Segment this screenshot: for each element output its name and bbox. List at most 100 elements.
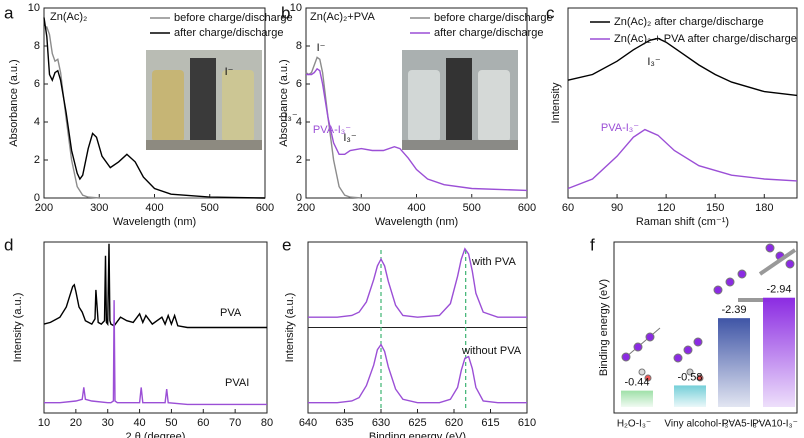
x-tick-label: 625 xyxy=(408,417,426,429)
x-tick-label: 120 xyxy=(657,202,675,214)
series-line xyxy=(44,300,267,406)
x-tick-label: 150 xyxy=(706,202,724,214)
x-tick-label: 610 xyxy=(518,417,536,429)
x-axis-label: Raman shift (cm⁻¹) xyxy=(636,216,729,228)
legend-label: before charge/discharge xyxy=(174,12,293,24)
x-tick-label: 60 xyxy=(197,417,209,429)
x-tick-label: 40 xyxy=(133,417,145,429)
x-tick-label: 620 xyxy=(445,417,463,429)
x-axis-label: Wavelength (nm) xyxy=(375,216,458,228)
series-label: without PVA xyxy=(461,345,522,357)
y-tick-label: 0 xyxy=(296,192,302,204)
x-tick-label: 10 xyxy=(38,417,50,429)
series-line xyxy=(567,37,798,97)
x-tick-label: 30 xyxy=(102,417,114,429)
panel-letter: f xyxy=(590,235,595,254)
series-line xyxy=(306,67,528,192)
x-tick-label: 50 xyxy=(165,417,177,429)
x-tick-label: 615 xyxy=(481,417,499,429)
series-line xyxy=(44,26,265,199)
y-tick-label: 10 xyxy=(28,2,40,14)
x-axis-label: Binding energy (eV) xyxy=(369,431,466,438)
panel-letter: b xyxy=(281,3,290,22)
molecule-sketch xyxy=(621,243,797,382)
series-line xyxy=(308,247,527,318)
series-label: PVAI xyxy=(225,377,249,389)
annotation: PVA-I₃⁻ xyxy=(313,124,351,136)
series-line xyxy=(305,56,527,199)
x-tick-label: H₂O-I₃⁻ xyxy=(617,419,651,430)
panel-title: Zn(Ac)₂+PVA xyxy=(310,11,376,23)
annotation: I₃⁻ xyxy=(343,132,357,144)
photo-inset xyxy=(146,50,262,150)
legend-label: after charge/discharge xyxy=(434,27,543,39)
x-tick-label: PVA10-I₃⁻ xyxy=(752,419,798,430)
x-tick-label: 400 xyxy=(407,202,425,214)
y-tick-label: 8 xyxy=(34,40,40,52)
y-tick-label: 0 xyxy=(34,192,40,204)
series-line xyxy=(43,17,266,199)
series-line xyxy=(308,343,527,404)
y-axis-label: Intensity (a.u.) xyxy=(12,293,24,363)
y-tick-label: 4 xyxy=(296,116,302,128)
bar xyxy=(718,318,750,407)
y-axis-label: Intensity (a.u.) xyxy=(284,293,296,363)
x-tick-label: 635 xyxy=(335,417,353,429)
x-tick-label: 300 xyxy=(90,202,108,214)
value-label: -2.39 xyxy=(721,304,746,316)
x-tick-label: 180 xyxy=(755,202,773,214)
x-tick-label: 60 xyxy=(562,202,574,214)
plot-frame xyxy=(613,241,798,414)
series-line xyxy=(567,128,798,190)
x-tick-label: 400 xyxy=(145,202,163,214)
panel-letter: c xyxy=(546,3,555,22)
legend-label: before charge/discharge xyxy=(434,12,553,24)
x-tick-label: 70 xyxy=(229,417,241,429)
x-tick-label: 300 xyxy=(352,202,370,214)
annotation: I₃⁻ xyxy=(647,56,661,68)
x-tick-label: 500 xyxy=(463,202,481,214)
y-tick-label: 2 xyxy=(34,154,40,166)
x-axis-label: Wavelength (nm) xyxy=(113,216,196,228)
x-axis-label: 2 θ (degree) xyxy=(126,431,186,438)
x-tick-label: 90 xyxy=(611,202,623,214)
y-tick-label: 6 xyxy=(34,78,40,90)
x-tick-label: 200 xyxy=(297,202,315,214)
value-label: -2.94 xyxy=(766,284,791,296)
y-tick-label: 2 xyxy=(296,154,302,166)
y-axis-label: Binding energy (eV) xyxy=(598,279,610,376)
series-label: with PVA xyxy=(471,256,516,268)
panel-letter: a xyxy=(4,3,14,22)
x-tick-label: PVA5-I₃⁻ xyxy=(722,419,762,430)
series-line xyxy=(43,243,267,329)
x-tick-label: Viny alcohol-I₃⁻ xyxy=(664,419,733,430)
x-tick-label: 600 xyxy=(256,202,274,214)
y-tick-label: 8 xyxy=(296,40,302,52)
y-axis-label: Absorbance (a.u.) xyxy=(278,59,290,146)
annotation: I₃⁻ xyxy=(284,111,298,123)
legend-label: after charge/discharge xyxy=(174,27,283,39)
x-tick-label: 20 xyxy=(70,417,82,429)
value-label: -0.44 xyxy=(624,377,649,389)
x-tick-label: 630 xyxy=(372,417,390,429)
y-tick-label: 10 xyxy=(290,2,302,14)
legend-label: Zn(Ac)₂ after charge/discharge xyxy=(614,16,764,28)
annotation: I⁻ xyxy=(317,42,326,54)
bar xyxy=(621,390,653,407)
plot-frame xyxy=(567,7,798,199)
x-tick-label: 500 xyxy=(201,202,219,214)
panel-title: Zn(Ac)₂ xyxy=(50,11,87,23)
panel-letter: e xyxy=(282,235,291,254)
y-axis-label: Absorbance (a.u.) xyxy=(8,59,20,146)
x-tick-label: 640 xyxy=(299,417,317,429)
annotation: PVA-I₃⁻ xyxy=(601,122,639,134)
y-tick-label: 6 xyxy=(296,78,302,90)
x-tick-label: 600 xyxy=(518,202,536,214)
y-axis-label: Intensity xyxy=(550,82,562,123)
series-label: PVA xyxy=(220,307,242,319)
x-tick-label: 200 xyxy=(35,202,53,214)
bar xyxy=(674,385,706,407)
annotation: I⁻ xyxy=(225,66,234,78)
photo-inset xyxy=(402,50,518,150)
